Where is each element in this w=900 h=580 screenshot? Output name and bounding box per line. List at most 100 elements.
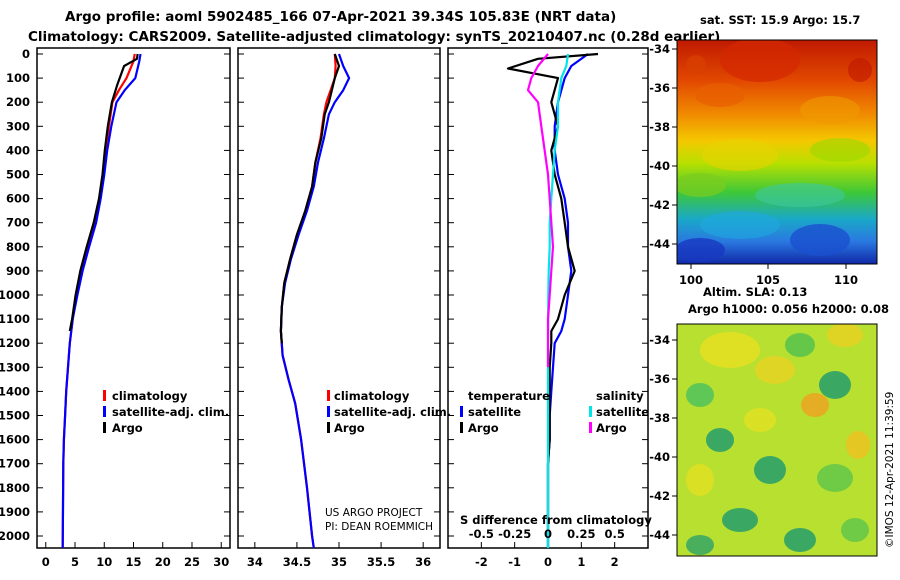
legend-swatch-temp-satellite	[460, 406, 463, 417]
legend-label-satellite: satellite-adj. clim.	[112, 405, 229, 419]
legend-swatch-sal-argo	[589, 422, 592, 433]
depth-tick-label: 500	[6, 168, 30, 182]
lat-tick-label: -34	[649, 333, 670, 347]
depth-tick-label: 300	[6, 119, 30, 133]
depth-tick-label: 600	[6, 192, 30, 206]
series-line-temperature-argo	[506, 52, 599, 548]
difference-sal-tick-label: -0.25	[498, 527, 531, 541]
legend-title-temperature: temperature	[468, 389, 550, 403]
series-line-satellite-adj-clim-	[61, 53, 142, 549]
temperature-x-tick-label: 15	[125, 555, 141, 569]
lat-tick-label: -44	[649, 528, 670, 542]
depth-tick-label: 400	[6, 143, 30, 157]
difference-legend: temperature salinity satellite Argo sate…	[460, 389, 649, 435]
depth-tick-label: 200	[6, 95, 30, 109]
depth-tick-label: 700	[6, 216, 30, 230]
title-line-1: Argo profile: aoml 5902485_166 07-Apr-20…	[65, 9, 616, 25]
series-line-argo	[279, 53, 341, 344]
temperature-x-tick-label: 20	[155, 555, 171, 569]
lat-tick-label: -42	[649, 489, 670, 503]
legend-swatch-climatology	[103, 390, 106, 401]
difference-x-tick-label: 1	[577, 555, 585, 569]
legend-swatch-satellite	[327, 406, 330, 417]
salinity-x-tick-label: 35.5	[367, 555, 395, 569]
legend-swatch-satellite	[103, 406, 106, 417]
legend-swatch-argo	[327, 422, 330, 433]
difference-x-tick-label: -2	[475, 555, 488, 569]
sla-map-frame	[676, 323, 878, 557]
lat-tick-label: -34	[649, 42, 670, 56]
credit-project: US ARGO PROJECT	[325, 507, 423, 519]
legend-label-sal-argo: Argo	[596, 421, 627, 435]
temperature-x-tick-label: 25	[184, 555, 200, 569]
depth-tick-label: 1500	[0, 409, 30, 423]
difference-sal-tick-label: 0.5	[604, 527, 624, 541]
salinity-x-tick-label: 35	[331, 555, 347, 569]
salinity-x-tick-label: 36	[415, 555, 431, 569]
legend-label-climatology: climatology	[112, 389, 188, 403]
salinity-legend: climatology satellite-adj. clim. Argo	[327, 389, 451, 435]
salinity-panel	[237, 47, 441, 549]
difference-sal-tick-label: 0	[544, 527, 552, 541]
depth-tick-label: 800	[6, 240, 30, 254]
legend-label-temp-satellite: satellite	[468, 405, 521, 419]
x-axis-labels: 0 5 10 15 20 25 30 34 34.5 35 35.5 36 -2 -1 0 1 2 -0.5 -0.…	[42, 527, 625, 569]
legend-title-salinity: salinity	[596, 389, 644, 403]
depth-tick-label: 100	[6, 71, 30, 85]
legend-label-temp-argo: Argo	[468, 421, 499, 435]
difference-xlabel: S difference from climatology	[460, 513, 652, 527]
difference-sal-tick-label: -0.5	[469, 527, 494, 541]
depth-tick-label: 1600	[0, 433, 30, 447]
depth-tick-label: 1100	[0, 312, 30, 326]
lat-tick-label: -40	[649, 450, 670, 464]
depth-tick-label: 1000	[0, 288, 30, 302]
sla-map-title-1: Altim. SLA: 0.13	[703, 285, 807, 299]
depth-tick-label: 900	[6, 264, 30, 278]
temperature-x-tick-label: 0	[42, 555, 50, 569]
legend-label-sal-satellite: satellite	[596, 405, 649, 419]
sla-map-image	[677, 324, 877, 556]
lon-tick-label: 105	[756, 273, 780, 287]
legend-label-argo: Argo	[112, 421, 143, 435]
sst-map-frame	[676, 39, 878, 265]
legend-label-climatology: climatology	[334, 389, 410, 403]
legend-label-argo: Argo	[334, 421, 365, 435]
sst-lon-axis: 100 105 110	[679, 264, 858, 287]
depth-axis: 0 100 200 300 400 500 600 700 800 900 1000 1100 1200…	[0, 47, 30, 543]
depth-tick-label: 1800	[0, 481, 30, 495]
lat-tick-label: -44	[649, 237, 670, 251]
legend-swatch-climatology	[327, 390, 330, 401]
sst-map-image	[677, 40, 877, 264]
depth-tick-label: 1700	[0, 457, 30, 471]
depth-tick-label: 1200	[0, 336, 30, 350]
depth-tick-label: 2000	[0, 529, 30, 543]
title-line-2: Climatology: CARS2009. Satellite-adjuste…	[28, 29, 720, 45]
lon-tick-label: 100	[679, 273, 703, 287]
sst-lat-axis: -34 -36 -38 -40 -42 -44	[649, 42, 677, 251]
depth-tick-label: 1300	[0, 360, 30, 374]
lat-tick-label: -36	[649, 81, 670, 95]
salinity-x-tick-label: 34	[247, 555, 263, 569]
lat-tick-label: -40	[649, 159, 670, 173]
difference-sal-tick-label: 0.25	[567, 527, 595, 541]
axis-tick-marks	[37, 53, 648, 548]
series-line-satellite-adj-clim-	[279, 53, 351, 549]
lat-tick-label: -38	[649, 120, 670, 134]
temperature-x-tick-label: 30	[213, 555, 229, 569]
sst-map-title: sat. SST: 15.9 Argo: 15.7	[700, 13, 860, 27]
series-line-argo	[68, 53, 139, 332]
temperature-panel	[36, 47, 231, 549]
depth-tick-label: 1900	[0, 505, 30, 519]
legend-swatch-sal-satellite	[589, 406, 592, 417]
temperature-x-tick-label: 10	[96, 555, 112, 569]
footer-copyright: ©IMOS 12-Apr-2021 11:39:59	[884, 392, 896, 548]
sla-lat-axis: -34 -36 -38 -40 -42 -44	[649, 333, 677, 542]
profile-curves	[61, 52, 599, 549]
series-line-salinity-argo	[526, 53, 555, 368]
lat-tick-label: -42	[649, 198, 670, 212]
difference-x-tick-label: 0	[544, 555, 552, 569]
lat-tick-label: -38	[649, 411, 670, 425]
legend-label-satellite: satellite-adj. clim.	[334, 405, 451, 419]
temperature-x-tick-label: 5	[71, 555, 79, 569]
